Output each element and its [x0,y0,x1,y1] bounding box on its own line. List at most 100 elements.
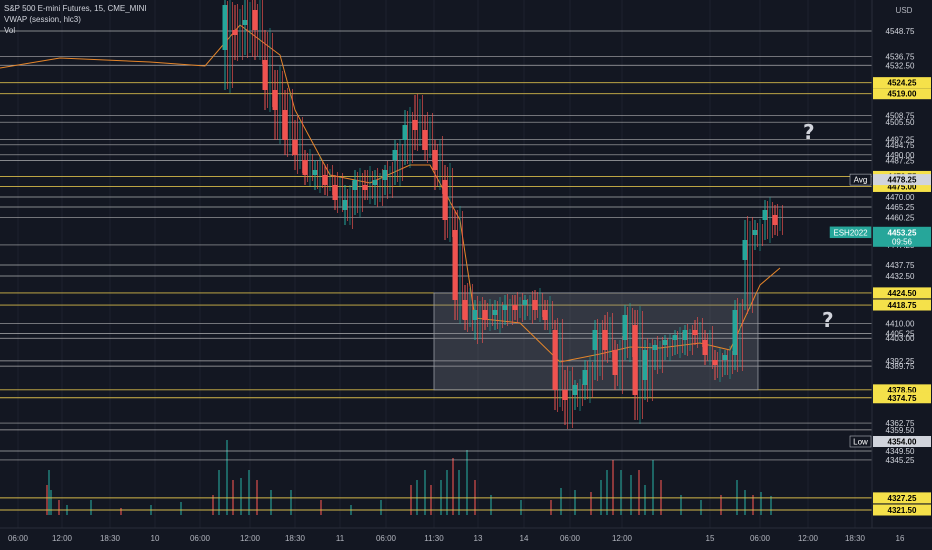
candle-body-22 [442,180,448,220]
price-tick-13: 4437.75 [886,261,915,270]
candle-body-18 [402,125,408,140]
candle-body-17 [392,150,398,160]
candle-body-33 [552,330,558,390]
price-tick-9: 4470.00 [886,193,915,202]
candle-body-11 [332,185,338,200]
candle-body-29 [512,305,518,310]
volume-bar-50 [744,490,746,515]
candle-body-34 [562,390,568,400]
candle-body-40 [622,315,628,340]
marker-12: ESH2022 [833,228,868,237]
volume-bar-51 [752,495,754,515]
currency-label: USD [896,6,913,15]
volume-bar-0 [46,485,48,515]
question-annotation-1[interactable]: ? [803,120,815,144]
volume-bar-21 [410,485,412,515]
time-tick-3: 10 [151,534,160,543]
price-tag-3: 4475.00 [888,182,917,191]
candle-body-1 [232,30,238,35]
volume-bar-44 [652,460,654,515]
candle-body-45 [672,335,678,340]
volume-bar-11 [226,440,228,515]
volume-bar-42 [638,470,640,515]
time-tick-13: 12:00 [612,534,633,543]
time-tick-8: 06:00 [376,534,397,543]
time-tick-5: 12:00 [240,534,261,543]
candle-body-50 [722,355,728,360]
volume-bar-34 [560,488,562,515]
price-tick-4: 4505.50 [886,118,915,127]
volume-bar-26 [446,470,448,515]
price-tag-6: 4378.50 [888,386,917,395]
price-tick-7: 4490.00 [886,151,915,160]
price-tag-7: 4374.75 [888,394,917,403]
price-tick-8: 4487.25 [886,157,915,166]
candle-body-30 [522,300,528,305]
chart-legend: S&P 500 E-mini Futures, 15, CME_MINI VWA… [4,3,147,36]
candle-body-35 [572,385,578,395]
volume-bar-23 [424,470,426,515]
volume-bar-38 [606,470,608,515]
candle-body-48 [702,340,708,355]
candle-body-38 [602,330,608,350]
volume-bar-3 [58,500,60,515]
volume-bar-46 [680,495,682,515]
volume-bar-8 [180,502,182,515]
candle-body-7 [292,140,298,155]
price-tag-bg-8 [873,492,931,504]
price-tag-bg-6 [873,384,931,396]
volume-bar-13 [240,478,242,515]
price-tag-bg-3 [873,180,931,192]
price-tick-0: 4548.75 [886,27,915,36]
price-tag-4: 4424.50 [888,289,917,298]
price-tag-bg-10 [873,174,931,186]
candle-body-16 [382,170,388,180]
price-tag-bg-4 [873,287,931,299]
volume-bar-33 [550,500,552,515]
time-axis[interactable]: 06:00 12:00 18:30 10 06:00 12:00 18:30 11 06:00 1… [0,527,932,550]
symbol-title[interactable]: S&P 500 E-mini Futures, 15, CME_MINI [4,4,147,13]
price-tick-18: 4392.25 [886,357,915,366]
candles [222,0,783,429]
volume-bar-2 [50,490,52,515]
marker-11: Low [853,437,868,446]
volume-bar-35 [574,490,576,515]
marker-bg-10 [849,173,872,186]
candle-body-42 [642,350,648,380]
volume-bar-27 [452,458,454,515]
time-tick-9: 11:30 [424,534,444,543]
price-tick-14: 4432.50 [886,272,915,281]
candle-body-49 [712,360,718,365]
volume-bar-6 [120,508,122,515]
price-tag-bg-11 [873,435,931,447]
price-tick-22: 4349.50 [886,447,915,456]
price-tick-3: 4508.75 [886,111,915,120]
candle-body-23 [452,230,458,300]
candle-body-3 [252,10,258,30]
volume-bar-24 [430,485,432,515]
volume-bar-5 [90,500,92,515]
volume-bar-52 [760,492,762,515]
candle-body-43 [652,345,658,350]
candle-body-26 [482,310,488,320]
candle-body-13 [352,180,358,190]
price-tag-bg-7 [873,392,931,404]
vwap-legend[interactable]: VWAP (session, hlc3) [4,15,81,24]
question-annotation-2[interactable]: ? [822,308,834,332]
volume-bar-18 [320,500,322,515]
price-tick-19: 4389.75 [886,362,915,371]
volume-legend[interactable]: Vol [4,26,16,35]
time-tick-14: 15 [706,534,715,543]
candle-body-25 [472,310,478,320]
time-axis-bg [0,528,932,550]
candle-body-8 [302,160,308,175]
volume-bar-1 [48,470,50,515]
candle-body-44 [662,340,668,345]
time-tick-4: 06:00 [190,534,211,543]
time-tick-15: 06:00 [750,534,771,543]
price-tick-6: 4494.75 [886,141,915,150]
price-levels [0,30,872,511]
volume-bar-32 [520,500,522,515]
